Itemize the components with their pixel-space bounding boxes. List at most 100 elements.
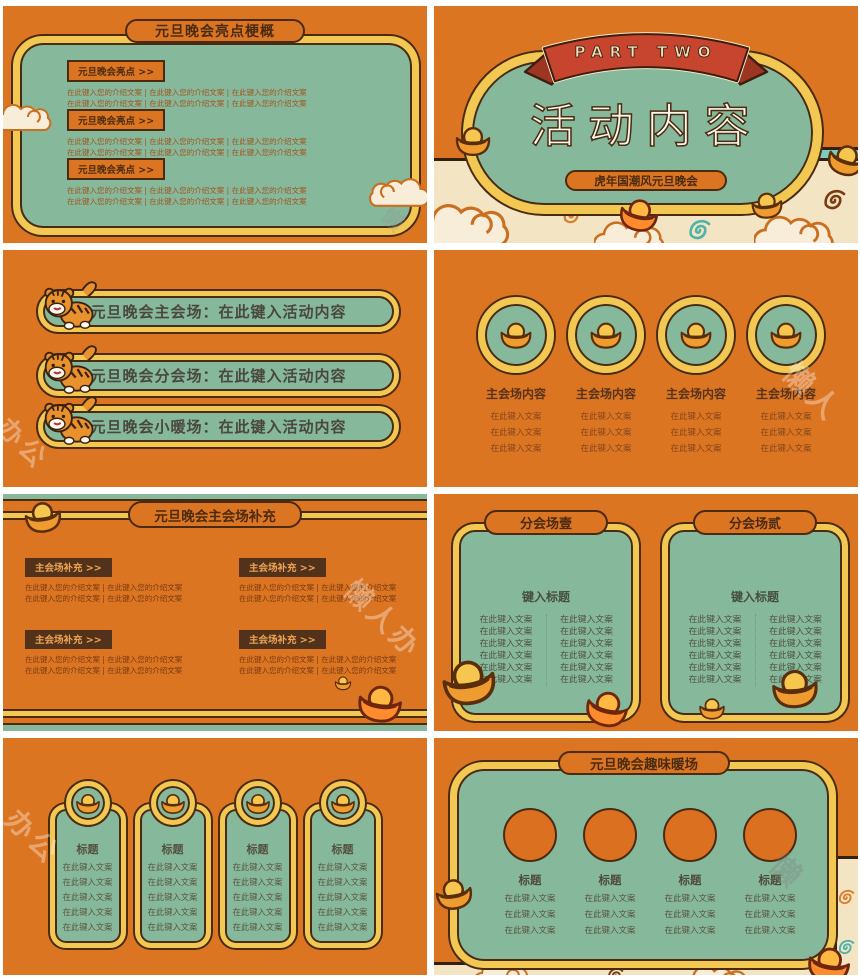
list-item: 在此键入文案 xyxy=(560,663,613,673)
placeholder-line: 在此键入文案 xyxy=(744,910,796,920)
placeholder-line: 在此键入文案 xyxy=(580,444,632,454)
card-heading: 标题 xyxy=(161,843,184,856)
list-item: 在此键入文案 xyxy=(688,615,742,625)
list-item: 在此键入文案 xyxy=(147,862,198,872)
green-strip xyxy=(3,494,427,501)
venue-text: 元旦晚会主会场：在此键入活动内容 xyxy=(43,296,394,327)
list-item: 在此键入文案 xyxy=(232,862,283,872)
slide-title-pill: 元旦晚会主会场补充 xyxy=(128,501,302,528)
supplement-label: 主会场补充 >> xyxy=(25,557,112,577)
slide-sub-venues[interactable]: 键入标题 在此键入文案 在此键入文案 在此键入文案 在此键入文案 在此键入文案 在此键入文… xyxy=(434,494,858,731)
card-heading: 标题 xyxy=(76,843,99,856)
list-item: 在此键入文案 xyxy=(479,639,533,649)
slide-highlights-overview[interactable]: 元旦晚会亮点梗概 元旦晚会亮点 >> 在此键入您的介绍文案 | 在此键入您的介绍… xyxy=(3,6,427,243)
cloud-icon xyxy=(3,102,55,136)
card-subtitle: 键入标题 xyxy=(730,590,779,604)
list-item: 在此键入文案 xyxy=(769,639,822,649)
slide-section-cover[interactable]: PART TWO 活动内容 虎年国潮风元旦晚会 xyxy=(434,6,858,243)
slide-title-cards[interactable]: 标题 在此键入文案 在此键入文案 在此键入文案 在此键入文案 在此键入文案 标题 在此键… xyxy=(3,738,427,975)
list-item: 在此键入文案 xyxy=(769,627,822,637)
gold-ingot-icon xyxy=(679,320,713,350)
gold-ingot-icon xyxy=(330,792,356,815)
list-item: 在此键入文案 xyxy=(317,892,368,902)
slide-title-pill: 元旦晚会亮点梗概 xyxy=(125,19,305,43)
image-placeholder-circle xyxy=(663,808,717,862)
supplement-group: 主会场补充 >> 在此键入您的介绍文案 | 在此键入您的介绍文案 在此键入您的介绍… xyxy=(25,628,220,676)
slide-main-venue-supplement[interactable]: 元旦晚会主会场补充 主会场补充 >> 在此键入您的介绍文案 | 在此键入您的介绍… xyxy=(3,494,427,731)
gold-ingot-icon xyxy=(75,792,101,815)
placeholder-line: 在此键入文案 xyxy=(670,444,722,454)
list-item: 在此键入文案 xyxy=(688,639,742,649)
supplement-label: 主会场补充 >> xyxy=(239,557,326,577)
placeholder-line: 在此键入文案 xyxy=(664,894,716,904)
placeholder-line: 在此键入文案 xyxy=(664,926,716,936)
supplement-group: 主会场补充 >> 在此键入您的介绍文案 | 在此键入您的介绍文案 在此键入您的介绍… xyxy=(239,556,427,604)
venue-bar: 元旦晚会分会场：在此键入活动内容 xyxy=(36,353,401,398)
gold-ingot-icon xyxy=(434,873,477,914)
column-heading: 主会场内容 xyxy=(665,387,726,401)
venue-column: 主会场内容 在此键入文案 在此键入文案 在此键入文案 xyxy=(560,297,652,454)
slide-venue-list[interactable]: 元旦晚会主会场：在此键入活动内容 元旦晚会分会场：在此键入活动内容 元旦晚会小暖… xyxy=(3,250,427,487)
list-item: 在此键入文案 xyxy=(560,627,613,637)
venue-column: 主会场内容 在此键入文案 在此键入文案 在此键入文案 xyxy=(650,297,742,454)
column-heading: 主会场内容 xyxy=(485,387,546,401)
card-header-pill: 分会场贰 xyxy=(693,510,817,535)
placeholder-line: 在此键入您的介绍文案 | 在此键入您的介绍文案 xyxy=(25,665,183,675)
list-item: 在此键入文案 xyxy=(560,675,613,685)
venue-column: 主会场内容 在此键入文案 在此键入文案 在此键入文案 xyxy=(740,297,832,454)
tiger-icon xyxy=(41,276,101,338)
cloud-swirl-icon xyxy=(819,186,849,216)
highlight-label: 元旦晚会亮点 >> xyxy=(67,158,166,180)
placeholder-line: 在此键入文案 xyxy=(504,926,556,936)
list-item: 在此键入文案 xyxy=(232,892,283,902)
cloud-swirl-icon xyxy=(684,216,714,243)
placeholder-line: 在此键入文案 xyxy=(580,428,632,438)
list-item: 在此键入文案 xyxy=(479,651,533,661)
placeholder-line: 在此键入文案 xyxy=(584,910,636,920)
circle-badge xyxy=(478,297,554,373)
circle-badge xyxy=(568,297,644,373)
column-heading: 标题 xyxy=(678,873,702,887)
card-header-pill: 分会场壹 xyxy=(484,510,608,535)
list-item: 在此键入文案 xyxy=(479,675,533,685)
slide-title-pill: 元旦晚会趣味暖场 xyxy=(558,751,730,775)
slide-warmup-games[interactable]: 元旦晚会趣味暖场 标题 在此键入文案 在此键入文案 在此键入文案 标题 在此键入文案… xyxy=(434,738,858,975)
placeholder-line: 在此键入文案 xyxy=(760,444,812,454)
list-item: 在此键入文案 xyxy=(688,651,742,661)
list-item: 在此键入文案 xyxy=(560,639,613,649)
placeholder-line: 在此键入文案 xyxy=(670,428,722,438)
list-item: 在此键入文案 xyxy=(147,877,198,887)
list-item: 在此键入文案 xyxy=(62,907,113,917)
gold-ingot-icon xyxy=(334,675,352,691)
list-item: 在此键入文案 xyxy=(317,862,368,872)
image-placeholder-circle xyxy=(503,808,557,862)
ribbon-banner xyxy=(511,31,781,97)
card-heading: 标题 xyxy=(331,843,354,856)
placeholder-line: 在此键入文案 xyxy=(664,910,716,920)
slide-main-venue-content[interactable]: 主会场内容 在此键入文案 在此键入文案 在此键入文案 主会场内容 在此键入文案 在此键… xyxy=(434,250,858,487)
list-item: 在此键入文案 xyxy=(688,627,742,637)
game-column: 标题 在此键入文案 在此键入文案 在此键入文案 xyxy=(567,808,653,936)
card-list: 在此键入文案 在此键入文案 在此键入文案 在此键入文案 在此键入文案 在此键入文案 在此键… xyxy=(459,614,633,686)
highlight-label: 元旦晚会亮点 >> xyxy=(67,109,166,131)
placeholder-line: 在此键入文案 xyxy=(580,412,632,422)
gold-ingot-icon xyxy=(589,320,623,350)
placeholder-line: 在此键入文案 xyxy=(504,894,556,904)
column-heading: 标题 xyxy=(518,873,542,887)
gold-ingot-icon xyxy=(769,320,803,350)
card-header: 分会场贰 xyxy=(728,517,781,532)
placeholder-line: 在此键入文案 xyxy=(504,910,556,920)
part-number: PART TWO xyxy=(574,43,718,62)
slide-title: 元旦晚会趣味暖场 xyxy=(590,757,698,773)
card-heading: 标题 xyxy=(246,843,269,856)
yellow-stripe xyxy=(3,709,427,718)
placeholder-line: 在此键入文案 xyxy=(584,926,636,936)
title-card: 标题 在此键入文案 在此键入文案 在此键入文案 在此键入文案 在此键入文案 xyxy=(134,781,211,948)
highlight-label: 元旦晚会亮点 >> xyxy=(67,60,166,82)
slide-title: 元旦晚会主会场补充 xyxy=(154,508,276,525)
supplement-label: 主会场补充 >> xyxy=(239,629,326,649)
subtitle-pill: 虎年国潮风元旦晚会 xyxy=(565,170,727,191)
list-item: 在此键入文案 xyxy=(479,627,533,637)
list-item: 在此键入文案 xyxy=(479,663,533,673)
venue-column: 主会场内容 在此键入文案 在此键入文案 在此键入文案 xyxy=(470,297,562,454)
